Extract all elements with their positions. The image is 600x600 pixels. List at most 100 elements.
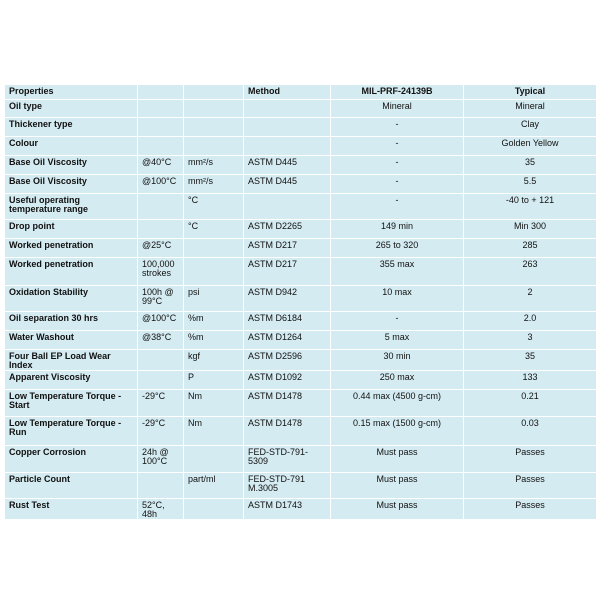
cell-method — [243, 117, 331, 137]
cell-unit: part/ml — [183, 472, 244, 499]
cell-typical: 0.21 — [463, 389, 597, 417]
table-row: Thickener type - Clay — [4, 117, 597, 137]
cell-spec: 0.44 max (4500 g-cm) — [330, 389, 464, 417]
header-properties: Properties — [4, 84, 138, 100]
table-row: Colour - Golden Yellow — [4, 136, 597, 156]
header-spec: MIL-PRF-24139B — [330, 84, 464, 100]
cell-method: ASTM D1264 — [243, 330, 331, 350]
cell-property: Four Ball EP Load Wear Index — [4, 349, 138, 371]
cell-unit — [183, 498, 244, 520]
cell-property: Colour — [4, 136, 138, 156]
cell-property: Worked penetration — [4, 238, 138, 258]
header-condition — [137, 84, 184, 100]
cell-method: ASTM D2596 — [243, 349, 331, 371]
cell-method: ASTM D217 — [243, 257, 331, 286]
cell-property: Particle Count — [4, 472, 138, 499]
cell-condition: 52°C, 48h — [137, 498, 184, 520]
cell-method: ASTM D445 — [243, 155, 331, 175]
cell-condition — [137, 349, 184, 371]
header-typical: Typical — [463, 84, 597, 100]
cell-method: ASTM D1743 — [243, 498, 331, 520]
table-row: Particle Count part/ml FED-STD-791 M.3005 M… — [4, 472, 597, 499]
table-row: Worked penetration 100,000 strokes ASTM D2… — [4, 257, 597, 286]
table-row: Base Oil Viscosity @40°C mm²/s ASTM D445-35 — [4, 155, 597, 175]
cell-typical: 35 — [463, 155, 597, 175]
table-row: Oil separation 30 hrs @100°C %m ASTM D6184-… — [4, 311, 597, 331]
table-row: Oxidation Stability 100h @ 99°C psi ASTM D9… — [4, 285, 597, 312]
cell-typical: Passes — [463, 498, 597, 520]
table-row: Four Ball EP Load Wear Index kgf ASTM D259… — [4, 349, 597, 371]
cell-spec: 5 max — [330, 330, 464, 350]
cell-condition — [137, 472, 184, 499]
cell-unit: Nm — [183, 389, 244, 417]
cell-unit — [183, 238, 244, 258]
cell-condition: @40°C — [137, 155, 184, 175]
cell-spec: Mineral — [330, 99, 464, 118]
cell-condition — [137, 136, 184, 156]
cell-unit — [183, 445, 244, 473]
cell-unit: P — [183, 370, 244, 390]
cell-method: ASTM D2265 — [243, 219, 331, 239]
cell-condition — [137, 99, 184, 118]
cell-typical: Clay — [463, 117, 597, 137]
cell-method: ASTM D1092 — [243, 370, 331, 390]
table-row: Low Temperature Torque - Start -29°C Nm AST… — [4, 389, 597, 417]
cell-method: ASTM D1478 — [243, 416, 331, 446]
table-row: Oil type Mineral Mineral — [4, 99, 597, 118]
cell-spec: - — [330, 136, 464, 156]
table-row: Worked penetration @25°C ASTM D217 265 to 3… — [4, 238, 597, 258]
cell-method — [243, 193, 331, 220]
cell-method: FED-STD-791-5309 — [243, 445, 331, 473]
cell-unit: %m — [183, 311, 244, 331]
cell-typical: 3 — [463, 330, 597, 350]
cell-unit — [183, 117, 244, 137]
cell-typical: 5.5 — [463, 174, 597, 194]
cell-unit: mm²/s — [183, 174, 244, 194]
cell-typical: 285 — [463, 238, 597, 258]
cell-method — [243, 99, 331, 118]
table-row: Drop point °C ASTM D2265 149 min Min 300 — [4, 219, 597, 239]
cell-property: Drop point — [4, 219, 138, 239]
cell-spec: Must pass — [330, 472, 464, 499]
cell-condition — [137, 219, 184, 239]
cell-condition: @100°C — [137, 311, 184, 331]
cell-typical: 133 — [463, 370, 597, 390]
cell-unit — [183, 136, 244, 156]
cell-spec: 10 max — [330, 285, 464, 312]
cell-property: Useful operating temperature range — [4, 193, 138, 220]
cell-unit: °C — [183, 193, 244, 220]
cell-typical: 2.0 — [463, 311, 597, 331]
table-row: Water Washout @38°C %m ASTM D1264 5 max 3 — [4, 330, 597, 350]
cell-condition: @25°C — [137, 238, 184, 258]
cell-property: Water Washout — [4, 330, 138, 350]
cell-condition: -29°C — [137, 416, 184, 446]
cell-method: ASTM D942 — [243, 285, 331, 312]
cell-unit: Nm — [183, 416, 244, 446]
cell-spec: 0.15 max (1500 g-cm) — [330, 416, 464, 446]
cell-condition — [137, 193, 184, 220]
cell-typical: Passes — [463, 472, 597, 499]
cell-typical: 35 — [463, 349, 597, 371]
cell-spec: 149 min — [330, 219, 464, 239]
cell-property: Base Oil Viscosity — [4, 155, 138, 175]
cell-property: Oil separation 30 hrs — [4, 311, 138, 331]
table-row: Base Oil Viscosity @100°C mm²/s ASTM D445-5… — [4, 174, 597, 194]
cell-condition: 24h @ 100°C — [137, 445, 184, 473]
cell-spec: - — [330, 193, 464, 220]
header-unit — [183, 84, 244, 100]
cell-spec: - — [330, 174, 464, 194]
cell-property: Rust Test — [4, 498, 138, 520]
cell-spec: - — [330, 155, 464, 175]
cell-property: Low Temperature Torque - Start — [4, 389, 138, 417]
cell-method: FED-STD-791 M.3005 — [243, 472, 331, 499]
cell-spec: - — [330, 311, 464, 331]
cell-spec: - — [330, 117, 464, 137]
cell-typical: Golden Yellow — [463, 136, 597, 156]
properties-table: Properties Method MIL-PRF-24139B Typical… — [4, 84, 597, 520]
header-method: Method — [243, 84, 331, 100]
cell-method: ASTM D1478 — [243, 389, 331, 417]
cell-condition: 100h @ 99°C — [137, 285, 184, 312]
cell-condition: 100,000 strokes — [137, 257, 184, 286]
cell-unit: °C — [183, 219, 244, 239]
table-row: Rust Test 52°C, 48h ASTM D1743 Must pass Pas… — [4, 498, 597, 520]
